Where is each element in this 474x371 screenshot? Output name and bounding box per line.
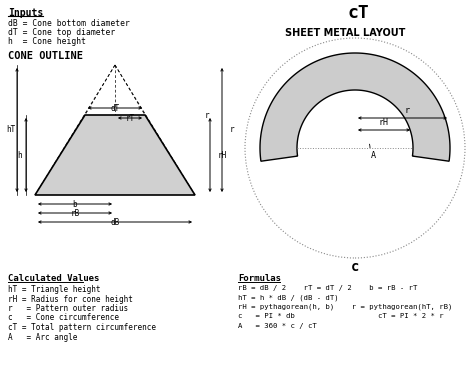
Text: Inputs: Inputs: [8, 8, 43, 18]
Text: A   = Arc angle: A = Arc angle: [8, 332, 77, 341]
Text: Calculated Values: Calculated Values: [8, 274, 100, 283]
Text: SHEET METAL LAYOUT: SHEET METAL LAYOUT: [285, 28, 405, 38]
Text: rH = pythagorean(h, b)    r = pythagorean(hT, rB): rH = pythagorean(h, b) r = pythagorean(h…: [238, 304, 452, 311]
Text: c   = PI * db                   cT = PI * 2 * r: c = PI * db cT = PI * 2 * r: [238, 313, 444, 319]
Text: cT: cT: [347, 4, 369, 22]
Text: h: h: [18, 151, 22, 160]
Text: rB = dB / 2    rT = dT / 2    b = rB - rT: rB = dB / 2 rT = dT / 2 b = rB - rT: [238, 285, 418, 291]
Text: rH: rH: [379, 118, 389, 127]
Text: dB = Cone bottom diameter: dB = Cone bottom diameter: [8, 19, 130, 28]
Text: hT = Triangle height: hT = Triangle height: [8, 285, 100, 294]
Text: r: r: [405, 106, 410, 115]
Text: hT = h * dB / (dB - dT): hT = h * dB / (dB - dT): [238, 295, 338, 301]
Text: rT: rT: [126, 114, 135, 123]
Text: cT = Total pattern circumference: cT = Total pattern circumference: [8, 323, 156, 332]
Text: hT: hT: [6, 125, 16, 135]
Text: rH = Radius for cone height: rH = Radius for cone height: [8, 295, 133, 303]
Text: dT = Cone top diameter: dT = Cone top diameter: [8, 28, 115, 37]
Text: dB: dB: [110, 218, 119, 227]
Text: rB: rB: [70, 209, 80, 218]
Text: dT: dT: [110, 104, 119, 113]
Text: CONE OUTLINE: CONE OUTLINE: [8, 51, 83, 61]
Text: c   = Cone circumference: c = Cone circumference: [8, 313, 119, 322]
Text: A: A: [371, 151, 375, 161]
Text: b: b: [73, 200, 77, 209]
Polygon shape: [35, 115, 195, 195]
Text: rH: rH: [218, 151, 227, 160]
Text: A   = 360 * c / cT: A = 360 * c / cT: [238, 323, 317, 329]
Text: c: c: [351, 260, 359, 274]
Text: r: r: [205, 111, 210, 119]
Text: r: r: [230, 125, 235, 135]
Polygon shape: [260, 53, 450, 161]
Text: r   = Pattern outer radius: r = Pattern outer radius: [8, 304, 128, 313]
Text: Formulas: Formulas: [238, 274, 281, 283]
Text: h  = Cone height: h = Cone height: [8, 37, 86, 46]
